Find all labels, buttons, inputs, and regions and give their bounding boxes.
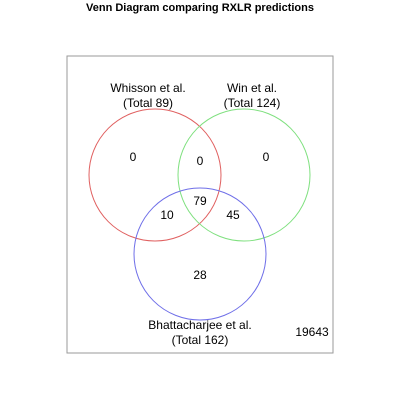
set-total-bhattacharjee: (Total 162) [172, 333, 229, 347]
set-circle-bhattacharjee [133, 187, 267, 321]
set-total-win: (Total 124) [224, 96, 281, 110]
region-count-win-only: 0 [263, 150, 270, 164]
set-label-whisson: Whisson et al. [110, 81, 185, 95]
set-circle-win [177, 108, 311, 242]
region-count-whisson-only: 0 [130, 150, 137, 164]
chart-title: Venn Diagram comparing RXLR predictions [86, 2, 314, 14]
venn-frame [66, 55, 334, 354]
region-count-win-bhattacharjee: 45 [226, 208, 240, 222]
set-circle-whisson [88, 108, 222, 242]
set-label-win: Win et al. [227, 81, 277, 95]
region-count-all-three: 79 [193, 194, 207, 208]
region-count-bhattacharjee-only: 28 [193, 268, 207, 282]
set-label-bhattacharjee: Bhattacharjee et al. [148, 318, 251, 332]
outside-count: 19643 [295, 325, 329, 339]
region-count-whisson-bhattacharjee: 10 [160, 208, 174, 222]
region-count-whisson-win: 0 [197, 154, 204, 168]
set-total-whisson: (Total 89) [123, 96, 173, 110]
